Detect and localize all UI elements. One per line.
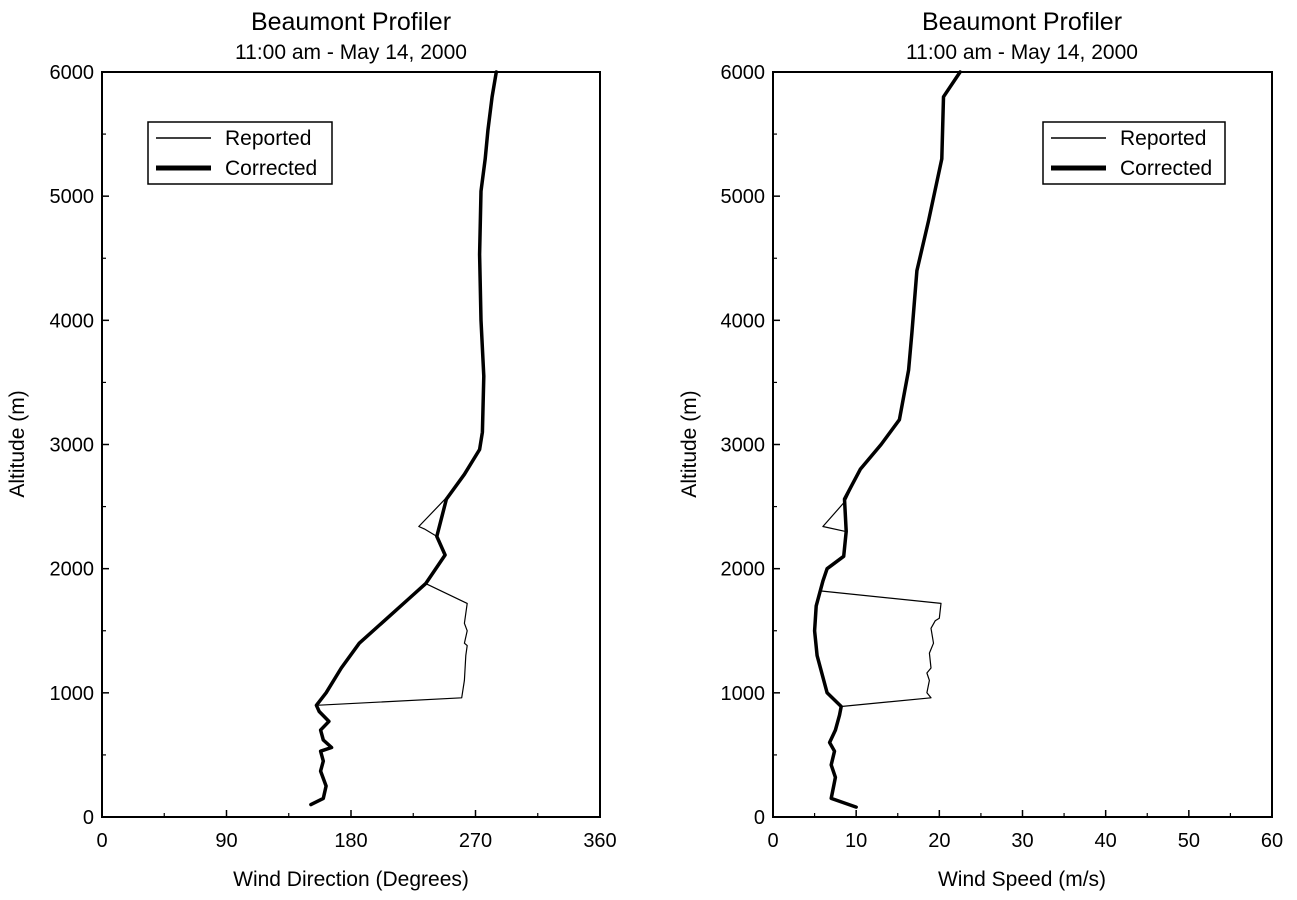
y-tick-label: 3000 [50, 435, 95, 457]
legend: Reported Corrected [147, 121, 333, 185]
legend: Reported Corrected [1042, 121, 1226, 185]
x-tick-label: 40 [1095, 830, 1117, 852]
y-tick-label: 0 [754, 807, 765, 829]
x-tick-label: 360 [583, 830, 616, 852]
y-axis-label: Altitude (m) [6, 390, 29, 497]
y-tick-label: 2000 [721, 559, 766, 581]
x-tick-label: 180 [334, 830, 367, 852]
legend-label-reported: Reported [1120, 127, 1206, 150]
y-tick-label: 5000 [50, 186, 95, 208]
legend-box [147, 121, 333, 185]
chart-wind-direction: Beaumont Profiler 11:00 am - May 14, 200… [6, 8, 617, 891]
y-tick-label: 3000 [721, 435, 766, 457]
x-axis-label: Wind Speed (m/s) [938, 868, 1106, 891]
x-tick-label: 20 [928, 830, 950, 852]
chart-subtitle: 11:00 am - May 14, 2000 [906, 41, 1138, 64]
y-axis-label: Altitude (m) [678, 390, 701, 497]
x-tick-label: 270 [459, 830, 492, 852]
chart-title: Beaumont Profiler [922, 8, 1122, 36]
x-tick-label: 50 [1178, 830, 1200, 852]
y-tick-label: 5000 [721, 186, 766, 208]
y-tick-label: 1000 [50, 683, 95, 705]
y-tick-label: 4000 [721, 310, 766, 332]
y-tick-label: 0 [83, 807, 94, 829]
x-tick-label: 10 [845, 830, 867, 852]
x-tick-label: 30 [1011, 830, 1033, 852]
series-line-reported [820, 71, 961, 808]
x-tick-label: 0 [96, 830, 107, 852]
x-tick-label: 0 [767, 830, 778, 852]
y-tick-label: 4000 [50, 310, 95, 332]
chart-wind-speed: Beaumont Profiler 11:00 am - May 14, 200… [678, 8, 1283, 891]
x-axis-label: Wind Direction (Degrees) [233, 868, 469, 891]
y-tick-label: 2000 [50, 559, 95, 581]
chart-subtitle: 11:00 am - May 14, 2000 [235, 41, 467, 64]
chart-title: Beaumont Profiler [251, 8, 451, 36]
series-line-corrected [812, 70, 962, 809]
y-tick-label: 6000 [721, 62, 766, 84]
x-tick-label: 90 [215, 830, 237, 852]
y-tick-label: 6000 [50, 62, 95, 84]
series-line-reported [310, 71, 497, 806]
legend-label-corrected: Corrected [225, 157, 317, 180]
legend-label-corrected: Corrected [1120, 157, 1212, 180]
series-line-corrected [309, 70, 499, 807]
legend-box [1042, 121, 1226, 185]
legend-label-reported: Reported [225, 127, 311, 150]
x-tick-label: 60 [1261, 830, 1283, 852]
y-tick-label: 1000 [721, 683, 766, 705]
